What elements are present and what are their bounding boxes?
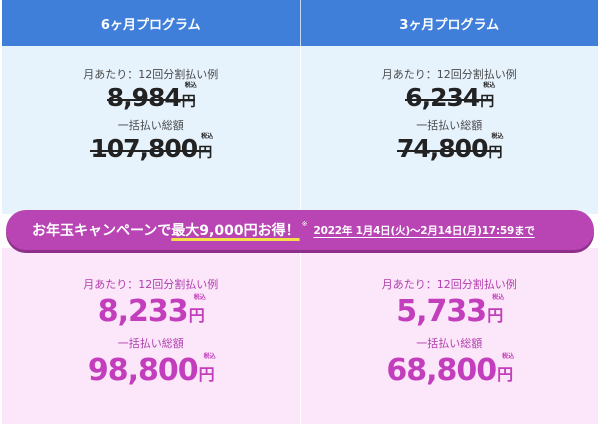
- regular-monthly-price: 8,984 円 税込: [106, 82, 197, 112]
- regular-lump-price: 74,800 円 税込: [397, 133, 504, 163]
- tax-label: 税込: [193, 294, 206, 301]
- currency-unit: 円: [181, 94, 196, 110]
- price-value: 5,733: [396, 294, 487, 329]
- regular-price-row: 月あたり：12回分割払い例 8,984 円税込 一括払い総額 107,800 円税込…: [2, 46, 598, 214]
- price-value: 68,800: [386, 353, 497, 388]
- currency-unit: 円: [497, 365, 513, 384]
- currency-unit: 円: [198, 145, 212, 161]
- price-value: 107,800: [90, 134, 198, 163]
- lump-sum-label: 一括払い総額: [117, 119, 184, 132]
- campaign-banner-text: お年玉キャンペーンで: [32, 223, 172, 239]
- price-value: 98,800: [87, 353, 199, 388]
- currency-unit: 円: [188, 306, 205, 325]
- tax-label: 税込: [184, 82, 197, 89]
- campaign-price-3-month: 月あたり：12回分割払い例 5,733 円税込 一括払い総額 68,800 円税込: [299, 248, 598, 424]
- price-value: 6,234: [405, 83, 480, 112]
- tax-label: 税込: [203, 353, 216, 360]
- price-value: 74,800: [397, 134, 488, 163]
- campaign-period: 2022年 1月4日(火)〜2月14日(月)17:59まで: [313, 224, 535, 237]
- tax-label: 税込: [491, 133, 504, 140]
- regular-lump-price: 107,800 円 税込: [90, 133, 214, 163]
- plan-header-row: 6ヶ月プログラム 3ヶ月プログラム: [2, 0, 598, 46]
- plan-header-6-month: 6ヶ月プログラム: [2, 0, 300, 46]
- monthly-label: 月あたり：12回分割払い例: [83, 278, 219, 291]
- currency-unit: 円: [487, 306, 503, 325]
- tax-label: 税込: [201, 133, 214, 140]
- campaign-discount-highlight: 最大9,000円お得！: [171, 223, 300, 239]
- tax-label: 税込: [483, 82, 496, 89]
- monthly-label: 月あたり：12回分割払い例: [83, 68, 219, 81]
- campaign-monthly-price: 5,733 円 税込: [396, 294, 505, 329]
- price-value: 8,233: [97, 294, 189, 329]
- lump-sum-label: 一括払い総額: [416, 119, 483, 132]
- monthly-label: 月あたり：12回分割払い例: [381, 68, 517, 81]
- price-value: 8,984: [106, 83, 182, 112]
- regular-monthly-price: 6,234 円 税込: [405, 82, 496, 112]
- plan-header-3-month: 3ヶ月プログラム: [299, 0, 598, 46]
- campaign-lump-price: 68,800 円 税込: [386, 353, 515, 388]
- monthly-label: 月あたり：12回分割払い例: [381, 278, 517, 291]
- tax-label: 税込: [492, 294, 505, 301]
- campaign-banner: お年玉キャンペーンで 最大9,000円お得！ ※ 2022年 1月4日(火)〜2月1…: [6, 210, 594, 250]
- regular-price-3-month: 月あたり：12回分割払い例 6,234 円税込 一括払い総額 74,800 円税込: [299, 46, 598, 214]
- lump-sum-label: 一括払い総額: [416, 337, 483, 350]
- campaign-price-row: 月あたり：12回分割払い例 8,233 円税込 一括払い総額 98,800 円税込 …: [2, 248, 598, 424]
- currency-unit: 円: [488, 145, 502, 161]
- currency-unit: 円: [480, 94, 494, 110]
- tax-label: 税込: [502, 353, 515, 360]
- campaign-price-6-month: 月あたり：12回分割払い例 8,233 円税込 一括払い総額 98,800 円税込: [2, 248, 300, 424]
- note-mark: ※: [301, 220, 308, 228]
- campaign-lump-price: 98,800 円 税込: [87, 353, 216, 388]
- lump-sum-label: 一括払い総額: [117, 337, 184, 350]
- regular-price-6-month: 月あたり：12回分割払い例 8,984 円税込 一括払い総額 107,800 円税込: [2, 46, 300, 214]
- campaign-monthly-price: 8,233 円 税込: [97, 294, 206, 329]
- currency-unit: 円: [198, 365, 215, 384]
